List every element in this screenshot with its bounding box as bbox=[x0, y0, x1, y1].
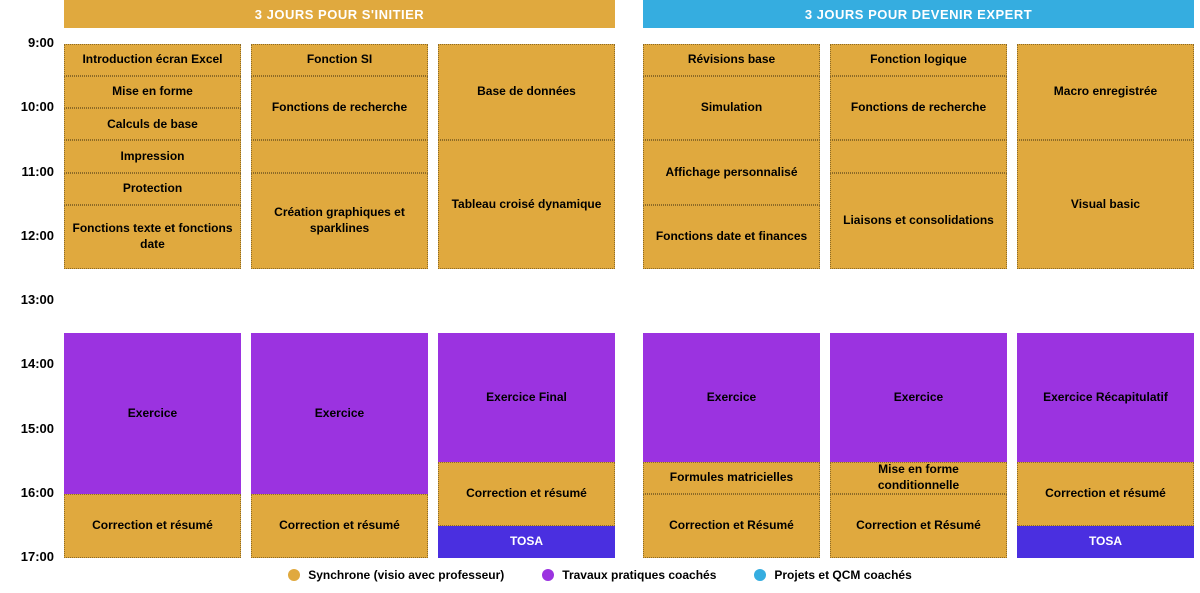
day-column: Fonction logiqueFonctions de recherche Li… bbox=[830, 0, 1007, 593]
legend-label: Synchrone (visio avec professeur) bbox=[308, 568, 504, 582]
schedule-block: Visual basic bbox=[1017, 140, 1194, 269]
schedule-block: Impression bbox=[64, 140, 241, 172]
schedule-block: Fonctions de recherche bbox=[251, 76, 428, 140]
day-column: Introduction écran ExcelMise en formeCal… bbox=[64, 0, 241, 593]
schedule-block: Base de données bbox=[438, 44, 615, 140]
schedule-block: Liaisons et consolidations bbox=[830, 173, 1007, 269]
schedule-block: Révisions base bbox=[643, 44, 820, 76]
legend-label: Projets et QCM coachés bbox=[774, 568, 911, 582]
legend-item: Travaux pratiques coachés bbox=[542, 568, 716, 582]
schedule-block: Correction et résumé bbox=[1017, 462, 1194, 526]
schedule-block: Fonction SI bbox=[251, 44, 428, 76]
legend-swatch bbox=[754, 569, 766, 581]
schedule-block: Exercice Récapitulatif bbox=[1017, 333, 1194, 462]
schedule-block: Exercice bbox=[830, 333, 1007, 462]
schedule-block: Exercice Final bbox=[438, 333, 615, 462]
legend-swatch bbox=[542, 569, 554, 581]
schedule-block: Fonction logique bbox=[830, 44, 1007, 76]
schedule-block: Création graphiques et sparklines bbox=[251, 173, 428, 269]
schedule-block: TOSA bbox=[438, 526, 615, 558]
schedule-block: Calculs de base bbox=[64, 108, 241, 140]
legend-swatch bbox=[288, 569, 300, 581]
schedule-block: Simulation bbox=[643, 76, 820, 140]
schedule-block: Fonctions texte et fonctions date bbox=[64, 205, 241, 269]
schedule-block: Macro enregistrée bbox=[1017, 44, 1194, 140]
schedule-block: TOSA bbox=[1017, 526, 1194, 558]
schedule-block: Protection bbox=[64, 173, 241, 205]
schedule-block: Tableau croisé dynamique bbox=[438, 140, 615, 269]
day-column: Base de donnéesTableau croisé dynamique E… bbox=[438, 0, 615, 593]
legend-item: Synchrone (visio avec professeur) bbox=[288, 568, 504, 582]
schedule-block: Exercice bbox=[251, 333, 428, 494]
schedule-block: Correction et résumé bbox=[438, 462, 615, 526]
schedule-grid: Introduction écran ExcelMise en formeCal… bbox=[0, 0, 1200, 593]
schedule-block: Correction et résumé bbox=[251, 494, 428, 558]
schedule-block bbox=[438, 269, 615, 333]
schedule-block: Affichage personnalisé bbox=[643, 140, 820, 204]
schedule-block bbox=[643, 269, 820, 333]
schedule-block bbox=[830, 269, 1007, 333]
schedule-block: Exercice bbox=[643, 333, 820, 462]
schedule-block bbox=[251, 140, 428, 172]
legend: Synchrone (visio avec professeur) Travaux… bbox=[0, 563, 1200, 587]
legend-label: Travaux pratiques coachés bbox=[562, 568, 716, 582]
schedule-root: 3 JOURS POUR S'INITIER3 JOURS POUR DEVEN… bbox=[0, 0, 1200, 593]
schedule-block: Mise en forme conditionnelle bbox=[830, 462, 1007, 494]
schedule-block: Fonctions de recherche bbox=[830, 76, 1007, 140]
schedule-block: Correction et Résumé bbox=[830, 494, 1007, 558]
schedule-block: Correction et Résumé bbox=[643, 494, 820, 558]
day-column: Révisions baseSimulationAffichage person… bbox=[643, 0, 820, 593]
day-column: Macro enregistréeVisual basic Exercice Ré… bbox=[1017, 0, 1194, 593]
schedule-block bbox=[1017, 269, 1194, 333]
schedule-block bbox=[251, 269, 428, 333]
schedule-block: Formules matricielles bbox=[643, 462, 820, 494]
schedule-block: Mise en forme bbox=[64, 76, 241, 108]
schedule-block: Fonctions date et finances bbox=[643, 205, 820, 269]
schedule-block: Exercice bbox=[64, 333, 241, 494]
schedule-block bbox=[64, 269, 241, 333]
schedule-block: Introduction écran Excel bbox=[64, 44, 241, 76]
legend-item: Projets et QCM coachés bbox=[754, 568, 911, 582]
schedule-block: Correction et résumé bbox=[64, 494, 241, 558]
schedule-block bbox=[830, 140, 1007, 172]
day-column: Fonction SIFonctions de recherche Créatio… bbox=[251, 0, 428, 593]
